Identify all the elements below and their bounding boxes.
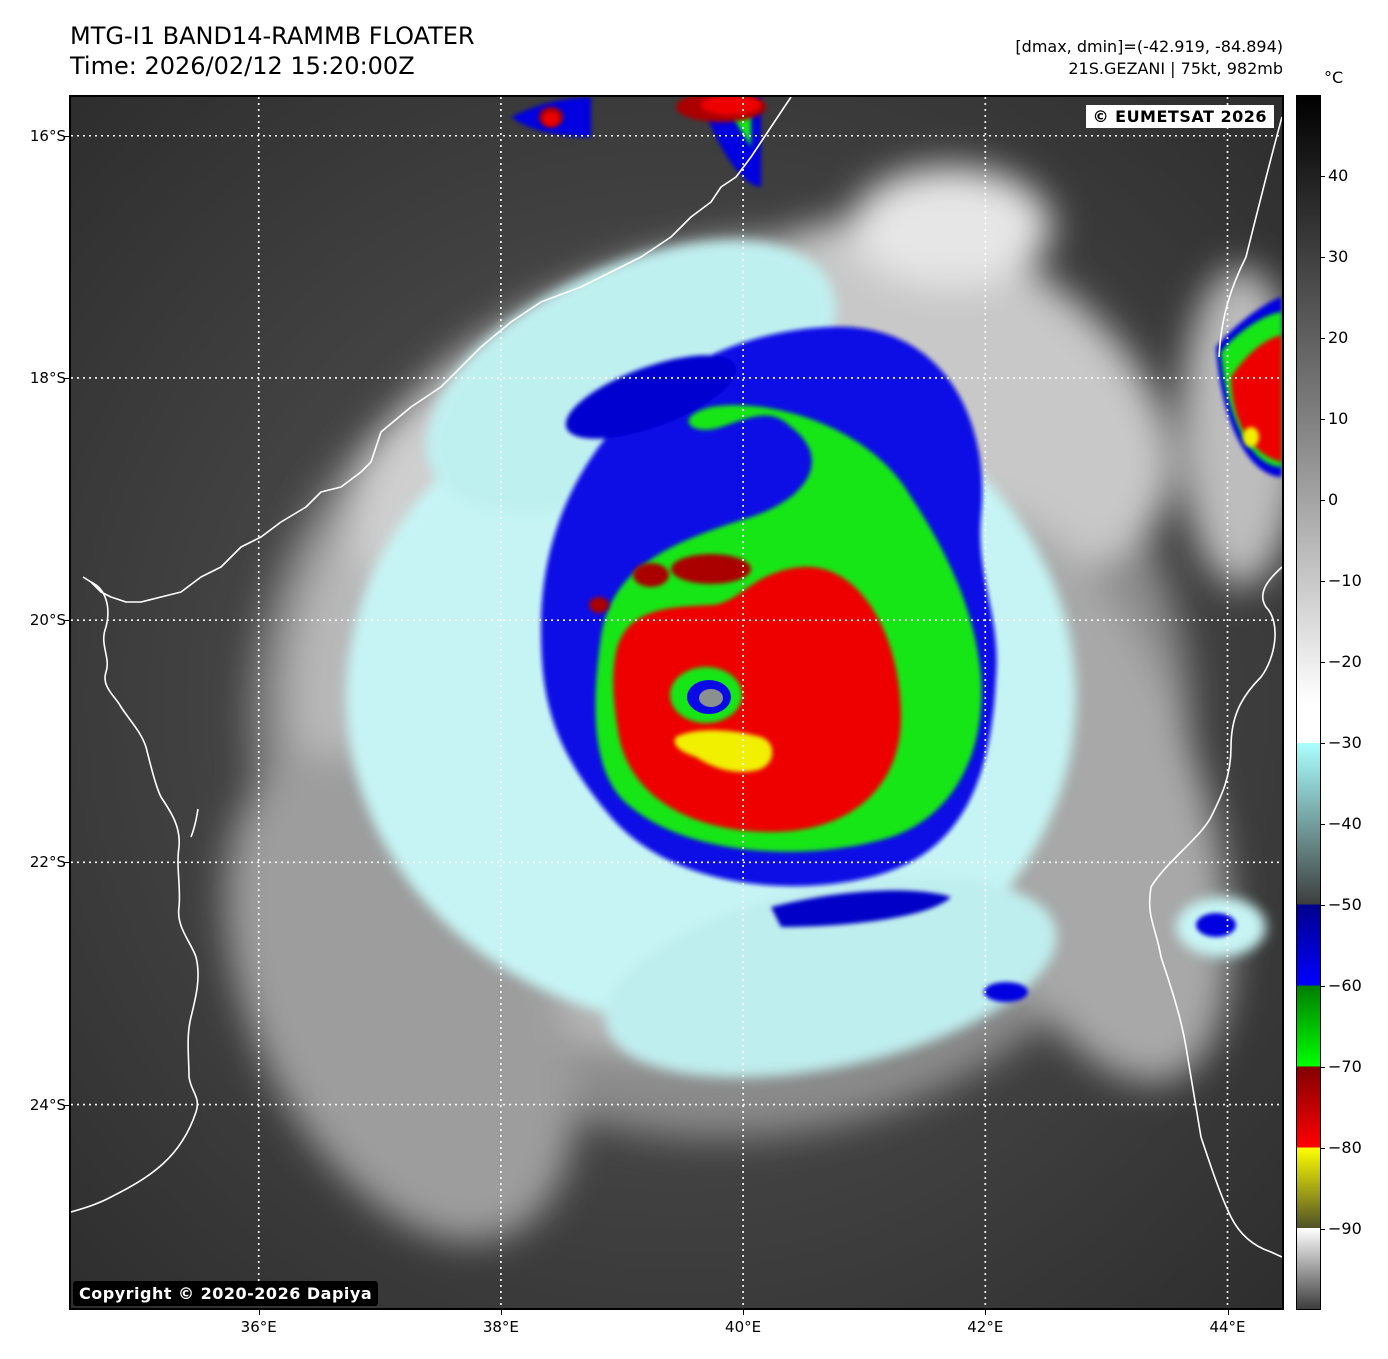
colorbar-tick-label: −90 xyxy=(1328,1219,1362,1238)
colorbar-tick-label: −40 xyxy=(1328,814,1362,833)
lon-tick xyxy=(258,1310,260,1315)
lat-tick-label: 22°S xyxy=(29,853,66,872)
lon-tick-label: 42°E xyxy=(967,1318,1004,1336)
lon-tick-label: 44°E xyxy=(1209,1318,1246,1336)
colorbar-tick-label: −30 xyxy=(1328,733,1362,752)
colorbar xyxy=(1296,95,1321,1310)
storm-info: 21S.GEZANI | 75kt, 982mb xyxy=(1068,59,1283,78)
lat-tick xyxy=(64,620,69,622)
colorbar-tick-label: −50 xyxy=(1328,895,1362,914)
map-grid xyxy=(71,97,1282,1308)
lat-tick-label: 24°S xyxy=(29,1095,66,1114)
chart-title: MTG-I1 BAND14-RAMMB FLOATER xyxy=(70,22,475,50)
satellite-imagery xyxy=(71,97,1282,1308)
colorbar-tick xyxy=(1321,419,1325,420)
colorbar-tick xyxy=(1321,176,1325,177)
colorbar-tick xyxy=(1321,905,1325,906)
colorbar-tick xyxy=(1321,824,1325,825)
lon-tick xyxy=(500,1310,502,1315)
colorbar-unit: °C xyxy=(1324,68,1344,87)
colorbar-tick-label: −10 xyxy=(1328,571,1362,590)
colorbar-tick xyxy=(1321,1148,1325,1149)
colorbar-tick-label: 20 xyxy=(1328,328,1349,347)
colorbar-tick-label: −80 xyxy=(1328,1138,1362,1157)
satellite-map[interactable]: © EUMETSAT 2026 Copyright © 2020-2026 Da… xyxy=(69,95,1284,1310)
cold-core-red xyxy=(543,97,1282,832)
colorbar-tick xyxy=(1321,1229,1325,1230)
colorbar-tick xyxy=(1321,257,1325,258)
colorbar-tick-label: 40 xyxy=(1328,166,1349,185)
colorbar-tick xyxy=(1321,500,1325,501)
colorbar-tick xyxy=(1321,581,1325,582)
lon-tick-label: 40°E xyxy=(725,1318,762,1336)
coldest-tops-yellow xyxy=(674,427,1259,772)
lat-tick-label: 18°S xyxy=(29,368,66,387)
lon-tick xyxy=(743,1310,745,1315)
lat-tick xyxy=(64,377,69,379)
coastline xyxy=(71,97,1282,1258)
colorbar-tick xyxy=(1321,743,1325,744)
lat-tick-label: 20°S xyxy=(29,611,66,630)
lon-tick xyxy=(1227,1310,1229,1315)
storm-eye xyxy=(670,667,742,723)
lat-tick xyxy=(64,135,69,137)
lat-tick xyxy=(64,862,69,864)
lat-tick-label: 16°S xyxy=(29,126,66,145)
colorbar-tick xyxy=(1321,338,1325,339)
colorbar-tick-label: −20 xyxy=(1328,652,1362,671)
chart-time: Time: 2026/02/12 15:20:00Z xyxy=(70,52,415,80)
colorbar-tick-label: −60 xyxy=(1328,976,1362,995)
temperature-range-info: [dmax, dmin]=(-42.919, -84.894) xyxy=(1015,37,1283,56)
colorbar-tick xyxy=(1321,986,1325,987)
colorbar-tick-label: −70 xyxy=(1328,1057,1362,1076)
eumetsat-watermark: © EUMETSAT 2026 xyxy=(1085,105,1274,128)
colorbar-tick-label: 0 xyxy=(1328,490,1339,509)
lon-tick xyxy=(985,1310,987,1315)
colorbar-tick xyxy=(1321,662,1325,663)
colorbar-tick-label: 10 xyxy=(1328,409,1349,428)
lat-tick xyxy=(64,1104,69,1106)
colorbar-tick-label: 30 xyxy=(1328,247,1349,266)
colorbar-tick xyxy=(1321,1067,1325,1068)
lon-tick-label: 36°E xyxy=(240,1318,277,1336)
copyright-watermark: Copyright © 2020-2026 Dapiya xyxy=(73,1281,379,1306)
lon-tick-label: 38°E xyxy=(482,1318,519,1336)
